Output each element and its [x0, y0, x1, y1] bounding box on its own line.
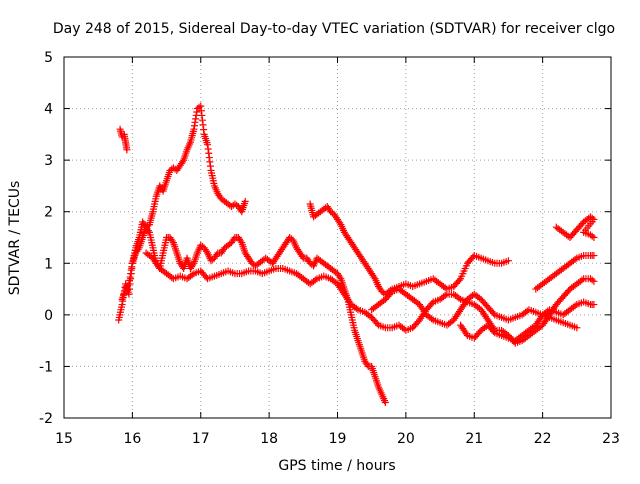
y-tick-label: 0 — [44, 308, 53, 324]
data-point — [504, 257, 512, 265]
series-track-5 — [306, 200, 512, 298]
data-point — [590, 252, 598, 260]
x-axis-label: GPS time / hours — [278, 458, 395, 474]
series-track-8 — [552, 213, 598, 241]
data-point — [387, 289, 395, 297]
data-point — [134, 246, 142, 254]
data-point — [441, 292, 449, 300]
x-tick-label: 23 — [602, 431, 620, 447]
chart-title: Day 248 of 2015, Sidereal Day-to-day VTE… — [53, 21, 615, 37]
data-point — [179, 158, 187, 166]
series-track-2 — [115, 102, 249, 324]
data-point — [189, 261, 197, 269]
marks-layer — [115, 102, 598, 407]
series-track-3 — [118, 223, 389, 407]
data-point — [373, 320, 381, 328]
x-tick-label: 21 — [465, 431, 483, 447]
y-tick-label: 1 — [44, 256, 53, 272]
series-track-9 — [532, 252, 598, 293]
data-point — [455, 276, 463, 284]
data-point — [202, 273, 210, 281]
data-point — [123, 146, 131, 154]
y-tick-label: 4 — [44, 102, 53, 118]
data-point — [241, 197, 249, 205]
data-point — [571, 255, 579, 263]
data-point — [489, 309, 497, 317]
x-tick-label: 17 — [192, 431, 210, 447]
series-track-4 — [142, 249, 598, 347]
x-tick-label: 19 — [329, 431, 347, 447]
y-tick-label: -2 — [39, 411, 53, 427]
data-point — [237, 237, 245, 245]
data-point — [588, 276, 596, 284]
data-point — [311, 276, 319, 284]
series-track-7 — [457, 298, 598, 345]
data-point — [578, 276, 586, 284]
y-tick-label: 3 — [44, 153, 53, 169]
series-track-6 — [368, 285, 581, 332]
y-axis-label: SDTVAR / TECUs — [7, 181, 23, 296]
data-point — [573, 324, 581, 332]
data-point — [590, 301, 598, 309]
data-point — [336, 219, 344, 227]
data-point — [381, 399, 389, 407]
data-point — [455, 294, 463, 302]
y-tick-label: 2 — [44, 205, 53, 221]
x-tick-label: 16 — [123, 431, 141, 447]
data-point — [428, 300, 436, 308]
data-point — [428, 315, 436, 323]
data-point — [336, 273, 344, 281]
data-point — [588, 232, 596, 240]
data-point — [144, 227, 152, 235]
data-point — [590, 234, 598, 241]
x-tick-label: 20 — [397, 431, 415, 447]
data-point — [590, 277, 598, 285]
data-point — [202, 247, 210, 255]
data-point — [571, 302, 579, 310]
data-point — [124, 282, 132, 290]
data-point — [188, 271, 196, 279]
data-point — [370, 273, 378, 281]
x-tick-label: 22 — [534, 431, 552, 447]
y-tick-label: -1 — [39, 359, 53, 375]
grid-layer — [64, 57, 611, 418]
x-tick-label: 15 — [55, 431, 73, 447]
series-track-1 — [116, 125, 131, 154]
y-tick-label: 5 — [44, 50, 53, 66]
x-tick-label: 18 — [260, 431, 278, 447]
data-point — [352, 304, 360, 312]
data-point — [469, 253, 477, 261]
data-point — [168, 237, 176, 245]
data-point — [489, 327, 497, 335]
